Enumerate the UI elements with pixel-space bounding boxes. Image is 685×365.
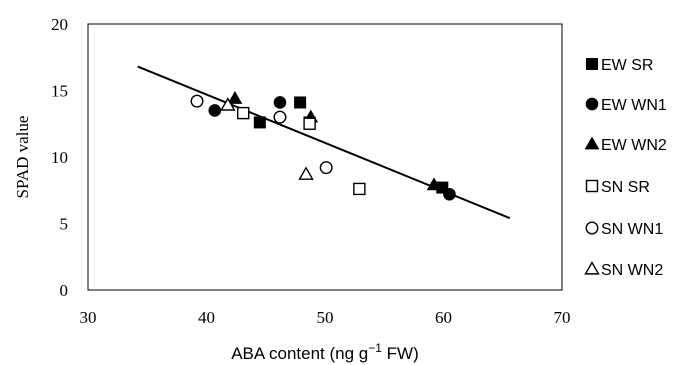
x-axis-label-tail: FW) — [382, 344, 419, 363]
data-point — [303, 117, 316, 130]
x-tick-label: 40 — [198, 308, 215, 327]
y-tick-label: 0 — [60, 281, 69, 300]
plot-area — [87, 23, 563, 291]
legend-marker — [585, 97, 599, 111]
legend-marker — [585, 221, 599, 235]
legend-label: SN WN2 — [601, 262, 663, 279]
data-point — [227, 90, 243, 104]
data-point — [294, 96, 307, 109]
x-tick-label: 30 — [80, 308, 97, 327]
data-point — [273, 110, 287, 124]
x-axis-label-superscript: −1 — [368, 341, 382, 355]
data-point — [237, 106, 250, 120]
legend-label: EW WN2 — [601, 137, 667, 154]
data-point — [298, 166, 314, 180]
data-point — [253, 116, 266, 129]
legend-marker — [584, 261, 600, 275]
y-axis-label: SPAD value — [13, 116, 32, 199]
data-point — [273, 96, 287, 109]
data-points — [190, 90, 456, 201]
legend-marker — [584, 136, 600, 150]
x-tick-label: 70 — [554, 308, 571, 327]
data-point — [220, 97, 236, 111]
legend-label: SN SR — [601, 179, 650, 196]
x-tick-label: 60 — [435, 308, 452, 327]
data-point — [443, 187, 456, 201]
legend-label: SN WN1 — [601, 221, 663, 238]
data-point — [319, 161, 333, 175]
x-axis-label: ABA content (ng g−1 FW) — [231, 341, 419, 363]
x-axis-tick-labels: 30 40 50 60 70 — [80, 308, 571, 327]
legend-label: EW SR — [601, 57, 653, 74]
y-tick-label: 20 — [51, 15, 68, 34]
legend-marker — [585, 179, 599, 193]
data-point — [208, 104, 222, 117]
y-tick-label: 5 — [60, 215, 69, 234]
data-point — [190, 94, 204, 108]
data-point — [353, 182, 366, 196]
x-tick-label: 50 — [317, 308, 334, 327]
legend: EW SR EW WN1 EW WN2 SN SR SN WN1 SN WN2 — [584, 57, 667, 279]
y-axis-tick-labels: 0 5 10 15 20 — [51, 15, 68, 300]
legend-marker — [586, 58, 598, 70]
x-axis-label-main: ABA content (ng g — [231, 344, 368, 363]
y-tick-label: 10 — [51, 148, 68, 167]
data-point — [426, 177, 442, 191]
y-tick-label: 15 — [51, 82, 68, 101]
legend-label: EW WN1 — [601, 97, 667, 114]
